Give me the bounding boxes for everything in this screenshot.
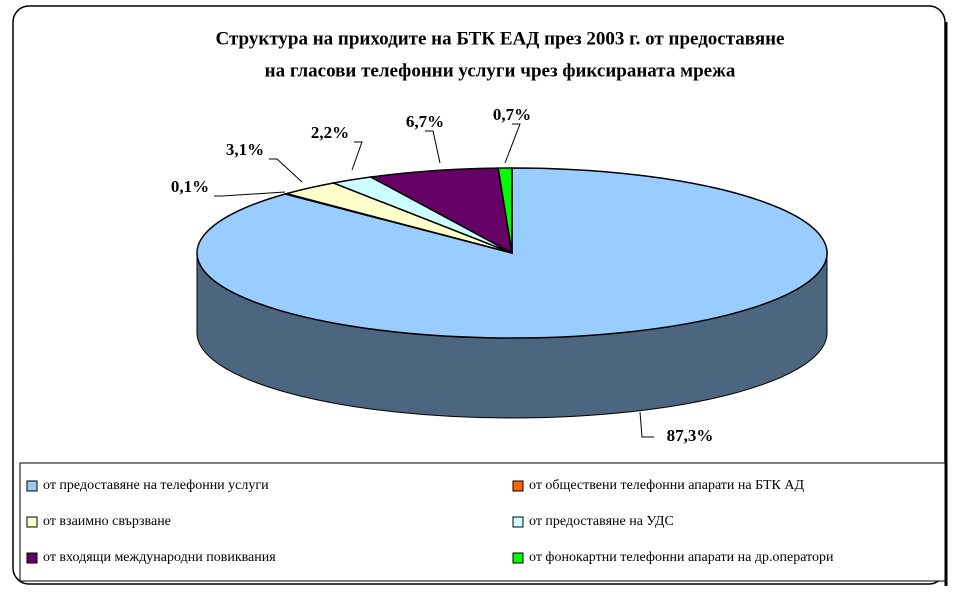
- legend-swatch: [26, 480, 38, 492]
- data-label: 6,7%: [406, 112, 444, 131]
- leader-line: [214, 191, 286, 197]
- data-label: 0,1%: [171, 177, 209, 196]
- data-label: 2,2%: [311, 123, 349, 142]
- data-label: 0,7%: [493, 105, 531, 124]
- legend-label: от входящи международни повиквания: [43, 550, 276, 565]
- data-label: 3,1%: [226, 140, 264, 159]
- chart-title: на гласови телефонни услуги чрез фиксира…: [265, 60, 736, 81]
- legend-label: от предоставяне на УДС: [529, 514, 674, 529]
- legend-swatch: [26, 552, 38, 564]
- data-label: 87,3%: [667, 426, 714, 445]
- pie-slice: [368, 167, 513, 255]
- leader-line: [425, 130, 441, 164]
- legend-label: от фонокартни телефонни апарати на др.оп…: [529, 550, 834, 565]
- leader-line: [269, 158, 303, 183]
- legend-label: от предоставяне на телефонни услуги: [43, 478, 269, 493]
- pie-slice: [497, 167, 513, 254]
- leader-line: [351, 141, 363, 171]
- chart-title: Структура на приходите на БТК ЕАД през 2…: [216, 28, 785, 49]
- leader-line: [504, 123, 521, 164]
- legend-swatch: [512, 552, 524, 564]
- legend-swatch: [512, 480, 524, 492]
- leader-line: [639, 411, 654, 438]
- legend-label: от обществени телефонни апарати на БТК А…: [529, 478, 804, 493]
- legend-swatch: [26, 516, 38, 528]
- legend-swatch: [512, 516, 524, 528]
- legend-label: от взаимно свързване: [43, 514, 171, 529]
- legend-box: [19, 462, 946, 582]
